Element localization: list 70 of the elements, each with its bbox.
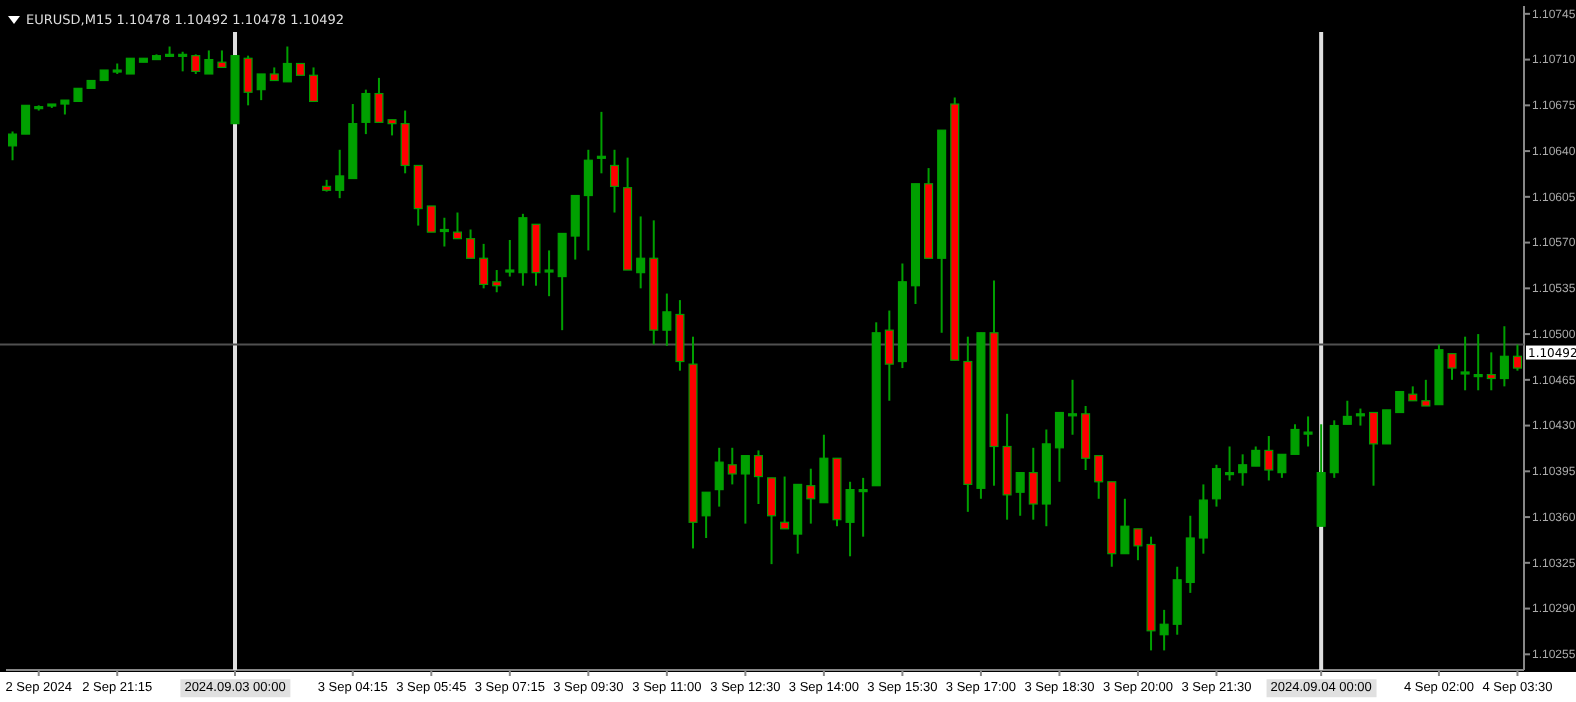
candlestick bbox=[570, 194, 580, 261]
candlestick bbox=[675, 299, 685, 372]
candlestick bbox=[361, 88, 371, 136]
candlestick bbox=[806, 467, 816, 525]
candlestick bbox=[1211, 463, 1221, 508]
candlestick bbox=[400, 109, 410, 175]
candlestick bbox=[439, 216, 449, 248]
candlestick bbox=[1238, 453, 1248, 487]
candlestick bbox=[204, 49, 214, 75]
candlestick bbox=[609, 148, 620, 214]
candlestick bbox=[413, 164, 423, 227]
candlestick bbox=[243, 54, 253, 107]
candlestick bbox=[1198, 483, 1208, 555]
candlestick bbox=[505, 238, 515, 278]
candlestick bbox=[256, 72, 266, 102]
candlestick bbox=[727, 446, 737, 486]
candlestick bbox=[858, 476, 868, 538]
candlestick bbox=[309, 66, 319, 103]
candlestick bbox=[780, 475, 790, 530]
candlestick bbox=[583, 148, 593, 252]
candlestick bbox=[282, 45, 292, 83]
candlestick bbox=[1421, 378, 1431, 407]
candlestick bbox=[426, 205, 436, 233]
candlestick bbox=[1382, 409, 1392, 445]
candlestick bbox=[636, 215, 646, 290]
candlestick bbox=[819, 433, 829, 504]
candlestick bbox=[1120, 497, 1130, 555]
candlestick bbox=[1068, 378, 1078, 436]
candlestick bbox=[492, 269, 502, 294]
candlestick bbox=[1094, 454, 1104, 500]
candlestick bbox=[1251, 445, 1261, 468]
candlestick bbox=[1015, 471, 1025, 517]
candlestick bbox=[596, 110, 606, 175]
candlestick bbox=[1473, 333, 1483, 392]
candlestick bbox=[452, 211, 462, 240]
candlestick bbox=[21, 104, 31, 135]
candlestick bbox=[1329, 419, 1339, 479]
candlestick bbox=[544, 249, 554, 298]
candlestick bbox=[1028, 446, 1038, 521]
candlestick bbox=[1486, 351, 1496, 392]
candlestick bbox=[1512, 343, 1522, 372]
candlestick bbox=[8, 130, 18, 162]
candlestick bbox=[178, 50, 188, 73]
candlestick bbox=[479, 242, 489, 290]
candlestick bbox=[1395, 390, 1405, 414]
candlestick bbox=[1460, 335, 1470, 392]
candlestick bbox=[1277, 453, 1287, 479]
candlestick bbox=[701, 491, 711, 539]
candlestick bbox=[1185, 514, 1195, 594]
candlestick bbox=[1368, 411, 1379, 487]
candlestick bbox=[1054, 411, 1064, 483]
candlestick bbox=[1290, 423, 1300, 456]
candlestick bbox=[1342, 399, 1352, 426]
candlestick bbox=[335, 148, 345, 200]
candlestick bbox=[740, 454, 750, 525]
candlestick bbox=[884, 309, 894, 402]
candlestick bbox=[767, 476, 777, 566]
candlestick bbox=[753, 449, 763, 505]
candlestick bbox=[1081, 404, 1091, 472]
candlestick bbox=[557, 232, 567, 332]
candlestick bbox=[1172, 565, 1182, 636]
candlestick bbox=[191, 53, 201, 75]
candlestick bbox=[466, 228, 476, 260]
candlestick bbox=[1499, 325, 1509, 388]
candlestick bbox=[714, 446, 724, 508]
candlestick bbox=[1303, 415, 1313, 448]
candlestick bbox=[1225, 445, 1235, 482]
candlestick bbox=[1264, 435, 1274, 482]
candlestick bbox=[1159, 608, 1169, 652]
candlestick bbox=[662, 292, 672, 347]
